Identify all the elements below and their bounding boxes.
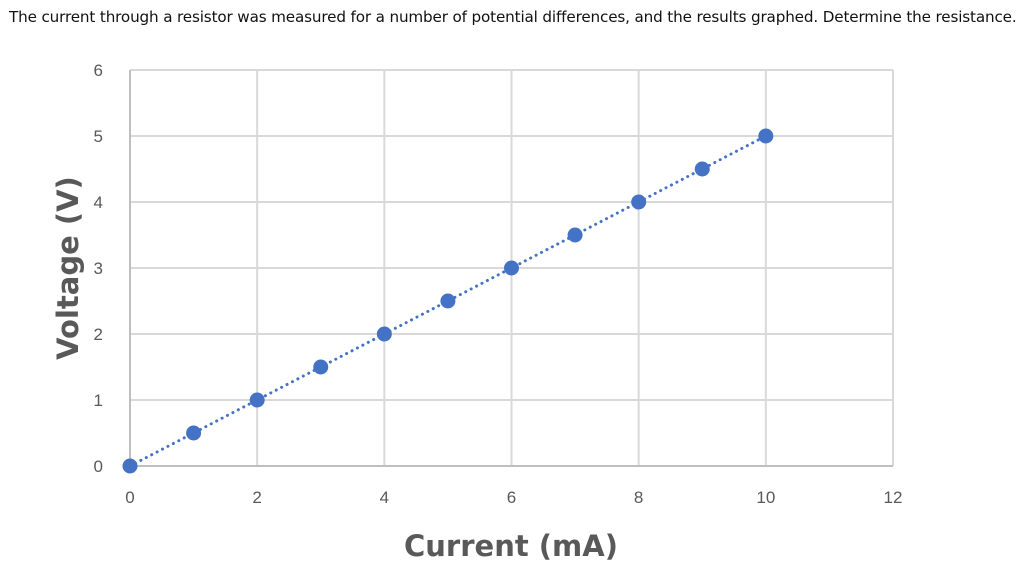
x-tick-label: 10 — [756, 488, 775, 507]
x-tick-label: 4 — [380, 488, 389, 507]
data-point — [313, 359, 329, 375]
x-axis-title: Current (mA) — [404, 529, 618, 563]
x-tick-label: 6 — [507, 488, 516, 507]
data-point — [631, 194, 647, 210]
data-point — [122, 458, 138, 474]
x-tick-label: 2 — [252, 488, 261, 507]
data-point — [567, 227, 583, 243]
data-point — [376, 326, 392, 342]
y-axis-ticks: 0 1 2 3 4 5 6 — [94, 61, 103, 476]
data-point — [694, 161, 710, 177]
data-point — [758, 128, 774, 144]
data-point — [504, 260, 519, 276]
y-tick-label: 2 — [94, 325, 103, 344]
x-tick-label: 12 — [884, 488, 903, 507]
question-text: The current through a resistor was measu… — [9, 8, 1017, 26]
y-tick-label: 1 — [94, 391, 103, 410]
y-tick-label: 3 — [94, 259, 103, 278]
data-points — [122, 128, 774, 474]
x-tick-label: 0 — [125, 488, 134, 507]
data-point — [440, 293, 456, 309]
y-tick-label: 6 — [94, 61, 103, 80]
x-tick-label: 8 — [634, 488, 643, 507]
x-axis-ticks: 0 2 4 6 8 10 12 — [125, 488, 902, 507]
y-tick-label: 0 — [94, 457, 103, 476]
trendline — [128, 134, 768, 468]
y-tick-label: 5 — [94, 127, 103, 146]
data-point — [186, 425, 202, 441]
data-point — [249, 392, 265, 408]
y-tick-label: 4 — [94, 193, 103, 212]
y-axis-title: Voltage (V) — [51, 176, 85, 360]
